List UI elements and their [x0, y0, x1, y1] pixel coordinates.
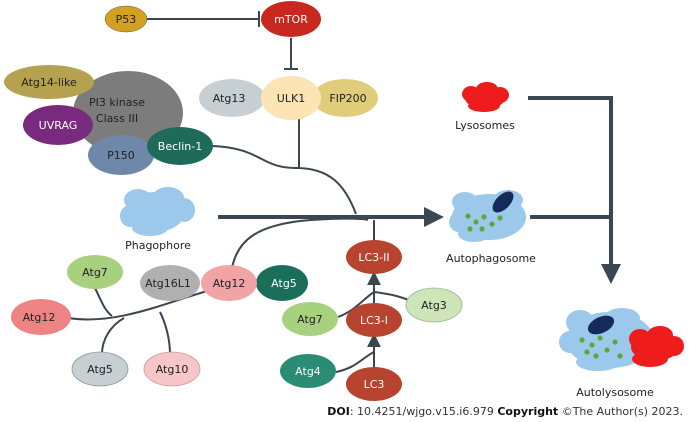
doi-value: : 10.4251/wjgo.v15.i6.979 — [349, 405, 494, 418]
lc3ii-node: LC3-II — [346, 240, 402, 274]
doi-label: DOI — [327, 405, 350, 418]
lysosomes-shape — [462, 82, 509, 112]
lc3i-node: LC3-I — [346, 303, 402, 337]
svg-text:Atg10: Atg10 — [156, 363, 189, 376]
beclin1-node: Beclin-1 — [147, 127, 213, 165]
svg-text:Class III: Class III — [96, 112, 138, 125]
svg-text:mTOR: mTOR — [274, 13, 308, 26]
atg10-node: Atg10 — [143, 351, 201, 387]
fip200-node: FIP200 — [312, 79, 378, 117]
atg13-node: Atg13 — [199, 79, 265, 117]
svg-text:Beclin-1: Beclin-1 — [158, 140, 202, 153]
svg-text:ULK1: ULK1 — [277, 92, 305, 105]
svg-text:Atg12: Atg12 — [213, 277, 246, 290]
lc3-node: LC3 — [346, 367, 402, 401]
svg-text:Atg14-like: Atg14-like — [21, 76, 77, 89]
atg16l1-node: Atg16L1 — [140, 265, 200, 301]
svg-text:Atg7: Atg7 — [297, 313, 323, 326]
atg12-left-node: Atg12 — [11, 299, 71, 335]
svg-text:Atg5: Atg5 — [87, 363, 113, 376]
uvrag-node: UVRAG — [23, 105, 93, 145]
beclin1-to-main-line — [211, 145, 357, 215]
svg-text:LC3-I: LC3-I — [360, 314, 388, 327]
svg-text:Atg3: Atg3 — [421, 299, 447, 312]
autolysosome-shape — [559, 308, 684, 371]
atg7-right-node: Atg7 — [282, 302, 338, 336]
ulk1-node: ULK1 — [261, 76, 321, 120]
phagophore-label: Phagophore — [125, 239, 191, 252]
atg5-bottom-to-conjugation-line — [101, 317, 125, 355]
atg12-complex-node: Atg12 — [201, 265, 257, 301]
svg-text:Atg16L1: Atg16L1 — [145, 277, 191, 290]
svg-text:Atg12: Atg12 — [23, 311, 56, 324]
svg-text:FIP200: FIP200 — [329, 92, 366, 105]
svg-text:LC3: LC3 — [364, 378, 385, 391]
atg7-left-node: Atg7 — [67, 255, 123, 289]
svg-text:Atg7: Atg7 — [82, 266, 108, 279]
atg5-bottom-node: Atg5 — [71, 351, 129, 387]
svg-text:Atg5: Atg5 — [271, 277, 297, 290]
autophagosome-label: Autophagosome — [446, 252, 536, 265]
atg12-complex-to-main-line — [231, 217, 369, 269]
atg7-left-to-conjugation-line — [94, 287, 113, 317]
mtor-node: mTOR — [261, 1, 321, 37]
atg10-to-conjugation-line — [159, 311, 171, 355]
phagophore-cloud — [120, 187, 195, 236]
svg-text:P53: P53 — [116, 13, 137, 26]
autolysosome-label: Autolysosome — [576, 386, 654, 399]
svg-text:Atg13: Atg13 — [213, 92, 246, 105]
lysosome-to-autolysosome-arrow — [528, 96, 621, 284]
lysosomes-label: Lysosomes — [455, 119, 515, 132]
atg5-complex-node: Atg5 — [256, 265, 308, 301]
svg-text:LC3-II: LC3-II — [358, 251, 389, 264]
svg-text:P150: P150 — [107, 149, 135, 162]
p150-node: P150 — [88, 135, 154, 175]
p53-node: P53 — [104, 5, 148, 33]
atg14like-node: Atg14-like — [4, 65, 94, 99]
copyright-label: Copyright — [497, 405, 559, 418]
svg-text:Atg4: Atg4 — [295, 365, 321, 378]
svg-text:UVRAG: UVRAG — [39, 119, 78, 132]
atg4-node: Atg4 — [280, 354, 336, 388]
svg-text:PI3 kinase: PI3 kinase — [89, 96, 145, 109]
atg7-right-to-lc3i-line — [337, 291, 375, 318]
copyright-value: ©The Author(s) 2023. — [558, 405, 683, 418]
doi-copyright-footer: DOI: 10.4251/wjgo.v15.i6.979 Copyright ©… — [327, 405, 683, 418]
atg3-node: Atg3 — [405, 287, 463, 323]
atg4-to-lc3-line — [335, 351, 375, 373]
autophagosome-shape — [449, 190, 526, 242]
